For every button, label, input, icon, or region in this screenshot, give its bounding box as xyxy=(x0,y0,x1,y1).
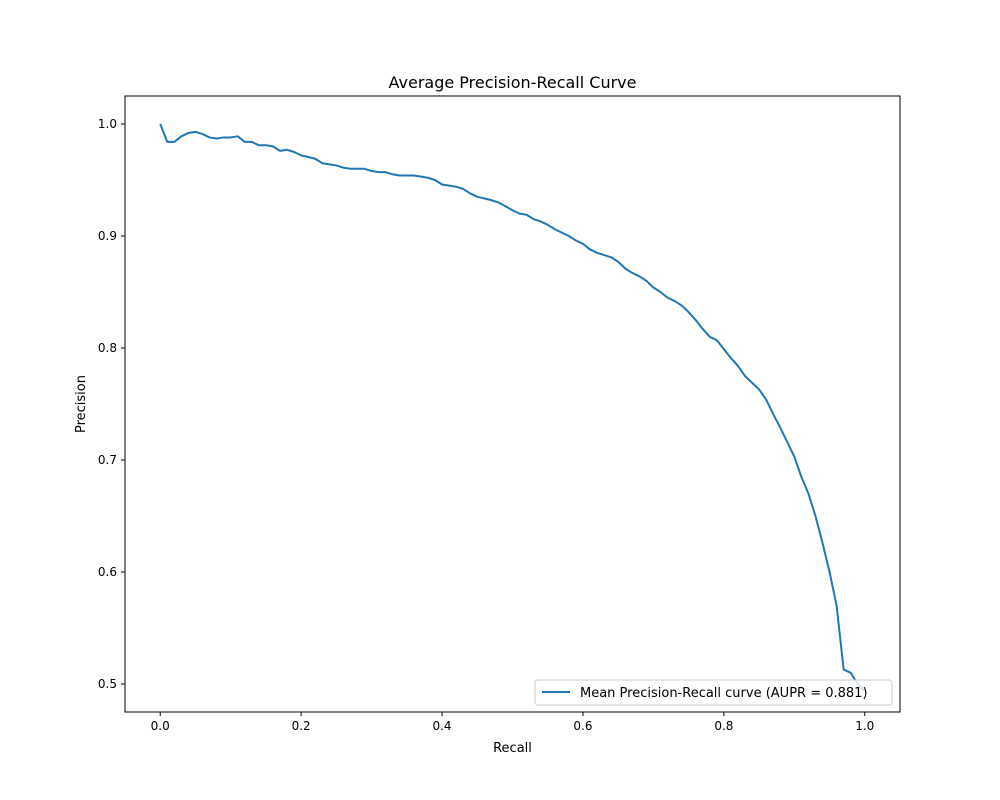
chart-title: Average Precision-Recall Curve xyxy=(389,73,637,92)
y-tick-label: 0.5 xyxy=(98,677,117,691)
y-tick-label: 0.8 xyxy=(98,341,117,355)
legend-box xyxy=(534,679,893,706)
x-tick-label: 0.6 xyxy=(573,719,592,733)
legend: Mean Precision-Recall curve (AUPR = 0.88… xyxy=(534,679,893,706)
y-tick-label: 0.9 xyxy=(98,229,117,243)
y-axis: 0.5 0.6 0.7 0.8 0.9 1.0 xyxy=(98,117,125,691)
x-tick-label: 0.8 xyxy=(714,719,733,733)
x-tick-label: 0.0 xyxy=(151,719,170,733)
x-tick-label: 0.2 xyxy=(292,719,311,733)
y-tick-label: 1.0 xyxy=(98,117,117,131)
y-tick-label: 0.7 xyxy=(98,453,117,467)
series-line-0 xyxy=(159,123,866,693)
x-axis: 0.0 0.2 0.4 0.6 0.8 1.0 xyxy=(151,712,874,733)
x-tick-label: 0.4 xyxy=(432,719,451,733)
y-axis-label: Precision xyxy=(74,375,89,433)
y-tick-label: 0.6 xyxy=(98,565,117,579)
plot-area xyxy=(159,123,866,693)
x-axis-label: Recall xyxy=(493,741,532,756)
x-tick-label: 1.0 xyxy=(855,719,874,733)
legend-entry: Mean Precision-Recall curve (AUPR = 0.88… xyxy=(580,686,868,701)
axes-frame xyxy=(124,95,901,713)
